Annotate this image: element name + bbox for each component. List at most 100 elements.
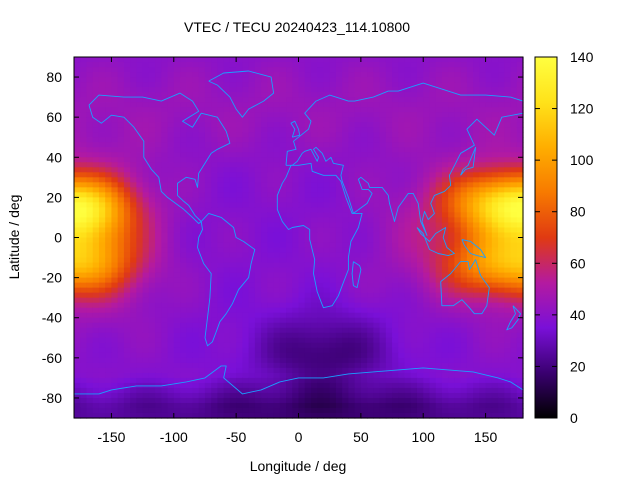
heatmap-cell xyxy=(142,172,150,178)
heatmap-cell xyxy=(161,137,169,143)
heatmap-cell xyxy=(198,247,206,254)
heatmap-cell xyxy=(192,227,200,234)
heatmap-cell xyxy=(105,122,113,128)
heatmap-cell xyxy=(211,302,219,309)
heatmap-cell xyxy=(441,322,449,329)
heatmap-cell xyxy=(298,302,306,309)
heatmap-cell xyxy=(242,217,250,224)
heatmap-cell xyxy=(516,307,524,314)
heatmap-cell xyxy=(404,132,412,138)
heatmap-cell xyxy=(323,197,331,203)
heatmap-cell xyxy=(454,162,462,168)
heatmap-cell xyxy=(354,122,362,128)
heatmap-cell xyxy=(373,387,381,394)
heatmap-cell xyxy=(161,327,169,334)
heatmap-cell xyxy=(142,392,150,399)
heatmap-cell xyxy=(217,212,225,219)
heatmap-cell xyxy=(310,217,318,224)
heatmap-cell xyxy=(485,232,493,239)
heatmap-cell xyxy=(335,292,343,299)
heatmap-cell xyxy=(448,142,456,148)
heatmap-cell xyxy=(74,227,81,234)
heatmap-cell xyxy=(460,247,468,254)
heatmap-cell xyxy=(354,282,362,289)
heatmap-cell xyxy=(317,307,325,314)
heatmap-cell xyxy=(392,57,399,63)
heatmap-cell xyxy=(454,397,462,404)
heatmap-cell xyxy=(242,117,250,123)
heatmap-cell xyxy=(504,137,512,143)
heatmap-cell xyxy=(354,322,362,329)
heatmap-cell xyxy=(416,127,424,133)
heatmap-cell xyxy=(186,192,194,198)
heatmap-cell xyxy=(292,82,300,88)
heatmap-cell xyxy=(173,107,181,113)
heatmap-cell xyxy=(385,142,393,148)
heatmap-cell xyxy=(354,397,362,404)
heatmap-cell xyxy=(236,92,243,98)
heatmap-cell xyxy=(167,122,175,128)
heatmap-cell xyxy=(335,72,343,78)
heatmap-cell xyxy=(292,327,300,334)
heatmap-cell xyxy=(279,307,287,314)
heatmap-cell xyxy=(367,357,374,364)
heatmap-cell xyxy=(454,377,462,384)
heatmap-cell xyxy=(273,62,281,68)
heatmap-cell xyxy=(498,342,505,349)
heatmap-cell xyxy=(167,242,175,249)
heatmap-cell xyxy=(466,172,474,178)
heatmap-cell xyxy=(198,207,206,214)
heatmap-cell xyxy=(74,232,81,239)
heatmap-cell xyxy=(485,362,493,369)
heatmap-cell xyxy=(373,142,381,148)
heatmap-cell xyxy=(130,392,137,399)
heatmap-cell xyxy=(367,297,374,304)
heatmap-cell xyxy=(117,292,125,299)
heatmap-cell xyxy=(186,217,194,224)
heatmap-cell xyxy=(223,307,231,314)
heatmap-cell xyxy=(279,192,287,198)
heatmap-cell xyxy=(323,102,331,108)
heatmap-cell xyxy=(448,362,456,369)
heatmap-cell xyxy=(360,332,368,339)
heatmap-cell xyxy=(279,217,287,224)
heatmap-cell xyxy=(398,282,406,289)
heatmap-cell xyxy=(242,367,250,374)
heatmap-cell xyxy=(416,357,424,364)
heatmap-cell xyxy=(292,232,300,239)
heatmap-cell xyxy=(516,382,524,389)
heatmap-cell xyxy=(254,212,262,219)
heatmap-cell xyxy=(217,262,225,269)
heatmap-cell xyxy=(435,347,443,354)
heatmap-cell xyxy=(204,187,212,193)
heatmap-cell xyxy=(236,402,243,409)
heatmap-cell xyxy=(74,237,81,244)
heatmap-cell xyxy=(117,217,125,224)
heatmap-cell xyxy=(323,357,331,364)
heatmap-cell xyxy=(98,397,106,404)
heatmap-cell xyxy=(373,247,381,254)
heatmap-cell xyxy=(130,397,137,404)
heatmap-cell xyxy=(254,302,262,309)
heatmap-cell xyxy=(173,337,181,344)
heatmap-cell xyxy=(273,397,281,404)
heatmap-cell xyxy=(80,377,88,384)
heatmap-cell xyxy=(385,157,393,163)
heatmap-cell xyxy=(304,302,312,309)
heatmap-cell xyxy=(485,297,493,304)
heatmap-cell xyxy=(473,192,480,198)
heatmap-cell xyxy=(298,82,306,88)
heatmap-cell xyxy=(242,327,250,334)
heatmap-cell xyxy=(448,357,456,364)
heatmap-cell xyxy=(242,137,250,143)
heatmap-cell xyxy=(435,377,443,384)
heatmap-cell xyxy=(516,117,524,123)
heatmap-cell xyxy=(398,192,406,198)
heatmap-cell xyxy=(186,332,194,339)
heatmap-cell xyxy=(460,257,468,264)
heatmap-cell xyxy=(342,87,349,93)
heatmap-cell xyxy=(111,192,119,198)
heatmap-cell xyxy=(123,367,131,374)
heatmap-cell xyxy=(105,322,113,329)
heatmap-cell xyxy=(292,127,300,133)
